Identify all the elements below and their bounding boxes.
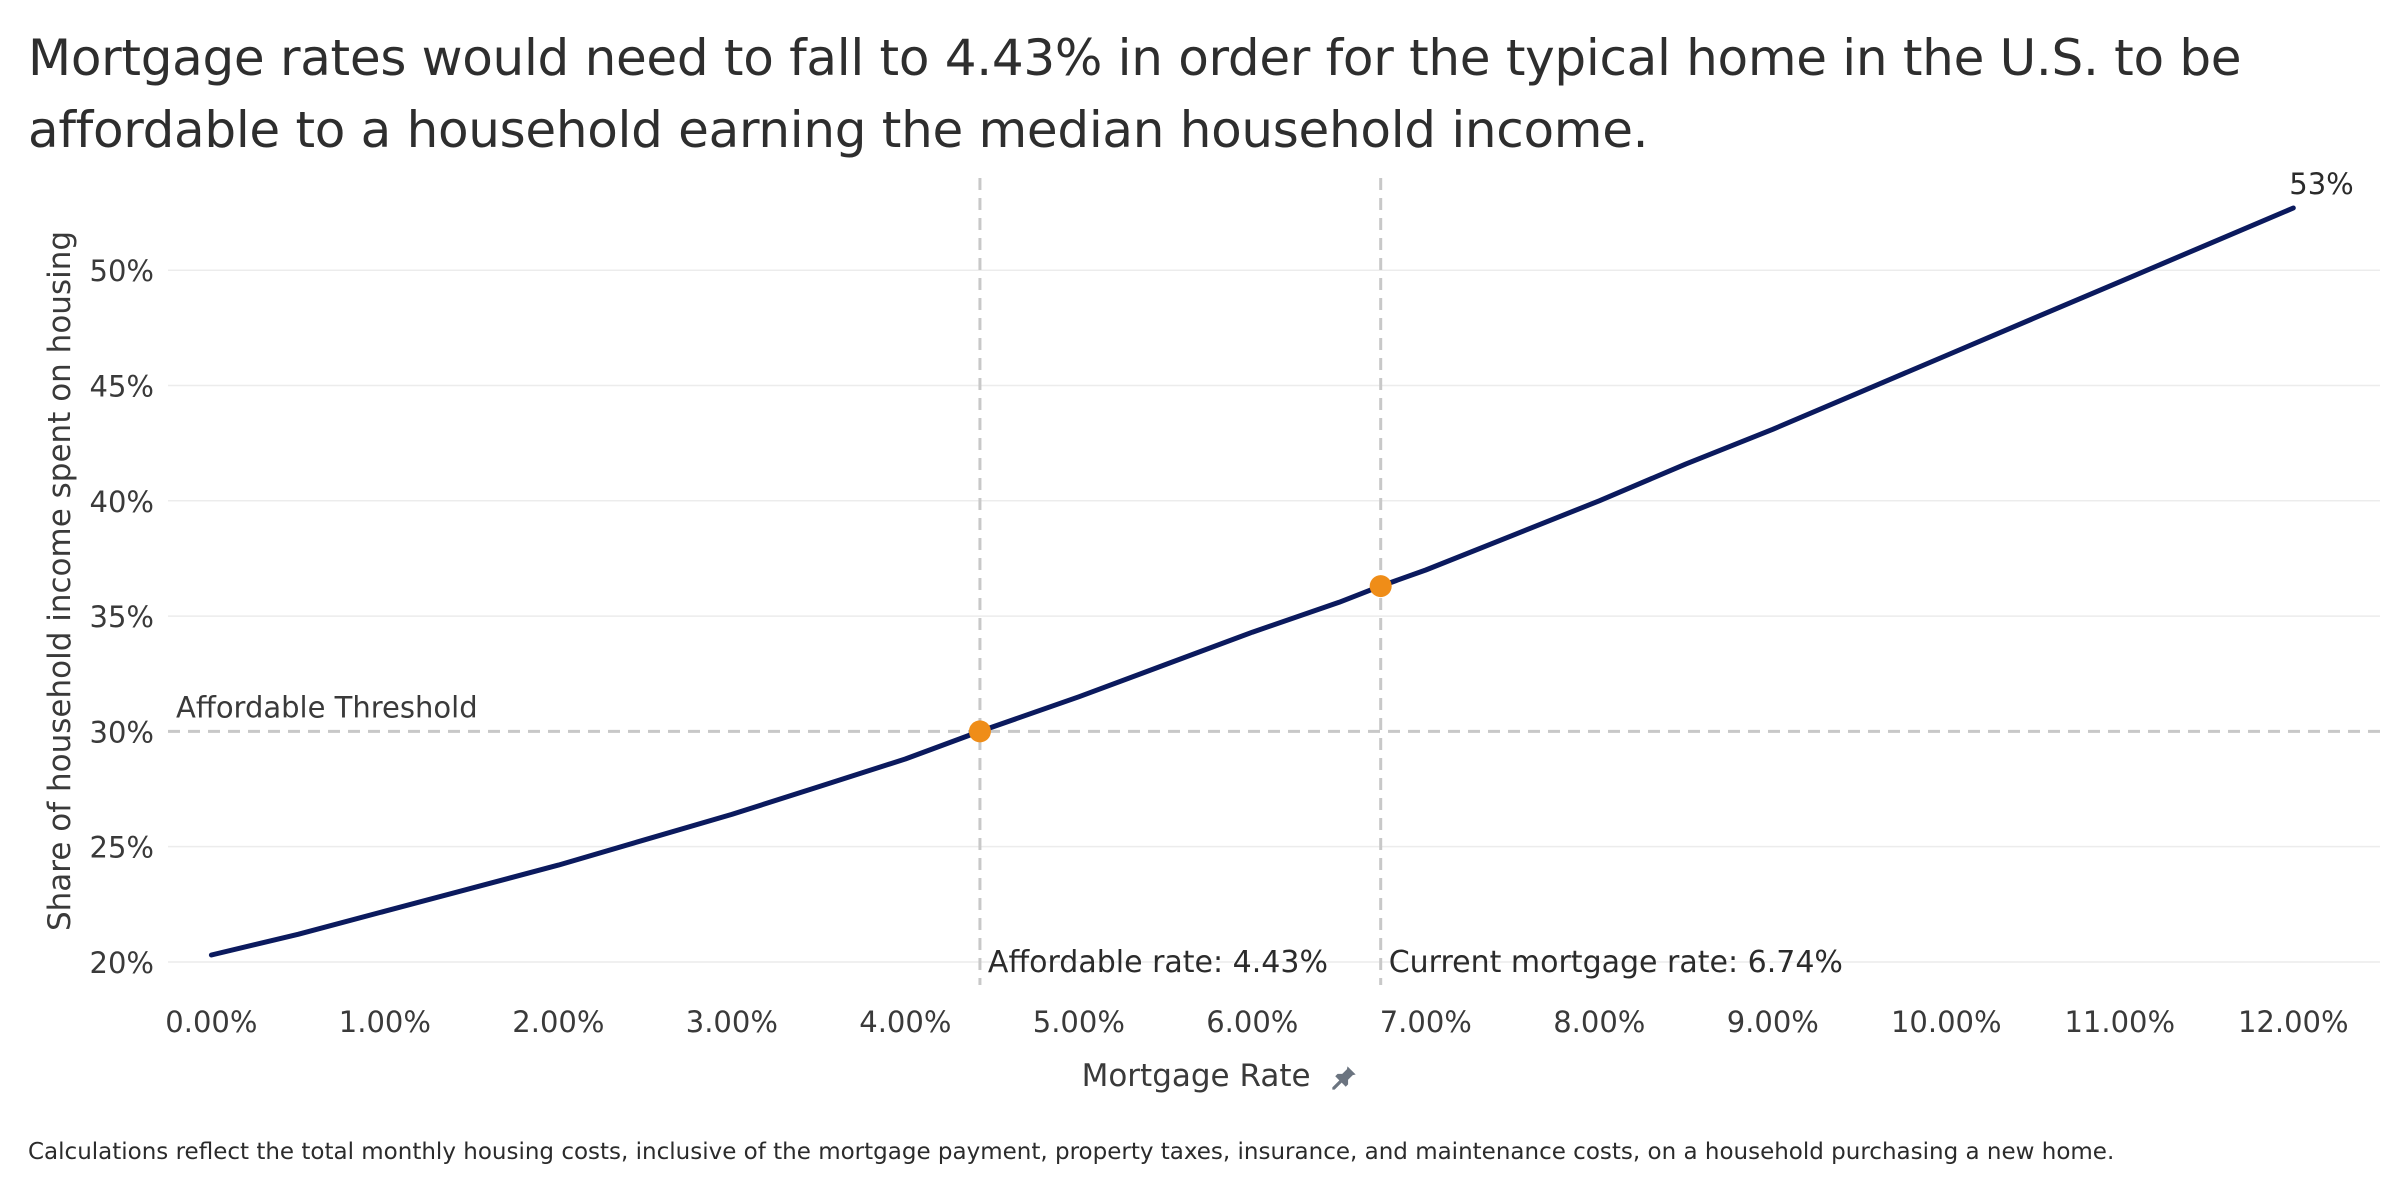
series: [208, 205, 2296, 958]
x-axis-title-group: Mortgage Rate: [1082, 1058, 1359, 1094]
footnote: Calculations reflect the total monthly h…: [28, 1139, 2115, 1165]
x-tick-label: 8.00%: [1553, 1005, 1645, 1039]
end-value-label: 53%: [2289, 167, 2353, 201]
reference-line-label: Current mortgage rate: 6.74%: [1389, 945, 1843, 980]
markers: [968, 575, 1392, 743]
y-tick-label: 25%: [90, 831, 154, 865]
x-tick-label: 5.00%: [1033, 1005, 1125, 1039]
x-tick-label: 9.00%: [1727, 1005, 1819, 1039]
reference-line-label: Affordable rate: 4.43%: [988, 945, 1328, 980]
data-point-marker: [968, 720, 991, 743]
x-tick-label: 6.00%: [1206, 1005, 1298, 1039]
x-tick-label: 2.00%: [512, 1005, 604, 1039]
x-axis-title-row: Mortgage Rate: [0, 1058, 2400, 1098]
series-line: [208, 205, 2296, 958]
chart-title: Mortgage rates would need to fall to 4.4…: [28, 29, 2242, 159]
x-axis-title: Mortgage Rate: [1081, 1058, 1311, 1094]
x-tick-label: 3.00%: [686, 1005, 778, 1039]
x-tick-label: 7.00%: [1380, 1005, 1472, 1039]
threshold-label: Affordable Threshold: [176, 690, 478, 724]
x-tick-label: 10.00%: [1891, 1005, 2002, 1039]
data-point-marker: [1369, 575, 1392, 598]
x-tick-label: 0.00%: [165, 1005, 257, 1039]
y-tick-label: 40%: [90, 485, 154, 519]
y-axis-title: Share of household income spent on housi…: [42, 231, 78, 931]
x-tick-label: 11.00%: [2064, 1005, 2175, 1039]
y-tick-label: 30%: [90, 715, 154, 749]
pin-icon: [1332, 1065, 1357, 1090]
y-tick-label: 20%: [90, 946, 154, 980]
y-tick-label: 45%: [90, 370, 154, 404]
y-tick-label: 35%: [90, 600, 154, 634]
gridlines: [168, 269, 2380, 963]
labels: 20% 25% 30% 35% 40% 45% 50% 0.00% 1.00% 2.00% 3.00…: [90, 167, 2354, 1039]
reference-lines: [168, 178, 2380, 985]
y-tick-label: 50%: [90, 254, 154, 288]
x-tick-label: 1.00%: [339, 1005, 431, 1039]
x-tick-label: 4.00%: [859, 1005, 951, 1039]
x-tick-label: 12.00%: [2238, 1005, 2349, 1039]
